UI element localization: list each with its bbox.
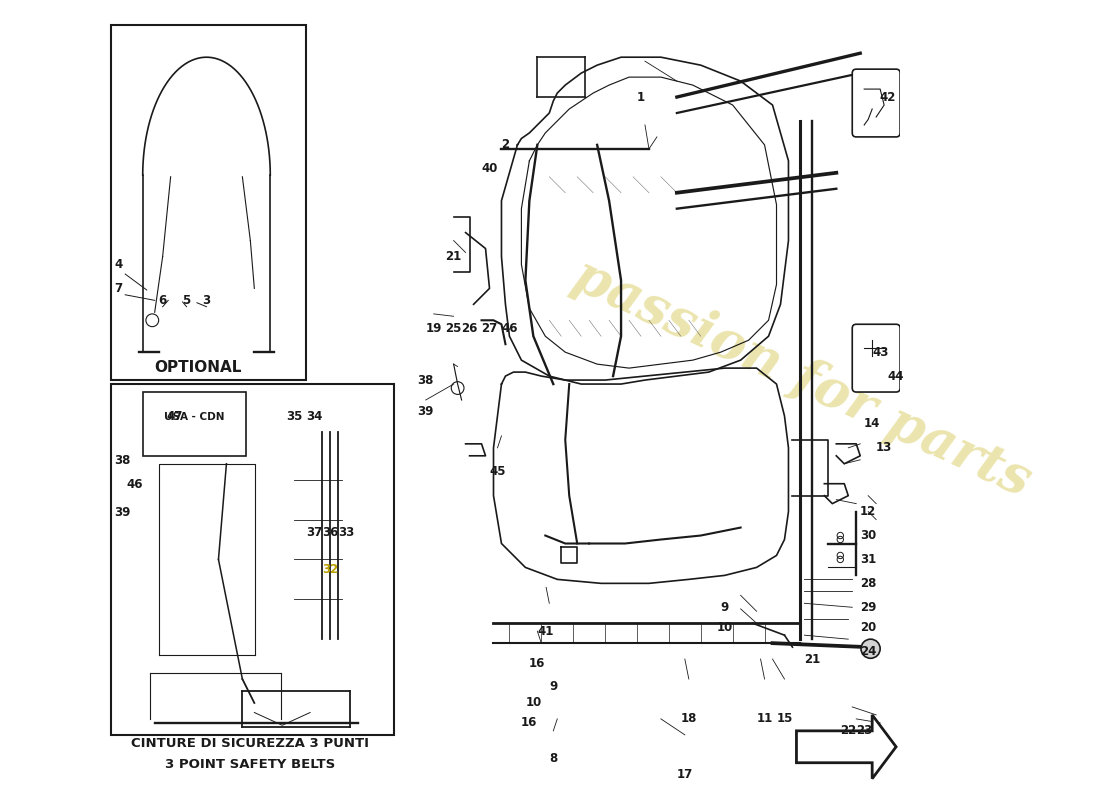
Text: 22: 22 bbox=[840, 724, 857, 738]
Text: 6: 6 bbox=[158, 294, 167, 307]
Text: 34: 34 bbox=[306, 410, 322, 423]
Text: 38: 38 bbox=[418, 374, 433, 386]
Text: 35: 35 bbox=[286, 410, 302, 423]
Text: 30: 30 bbox=[860, 529, 877, 542]
FancyBboxPatch shape bbox=[143, 392, 246, 456]
Text: 8: 8 bbox=[549, 752, 558, 766]
Text: 17: 17 bbox=[676, 768, 693, 781]
Text: 4: 4 bbox=[114, 258, 123, 271]
Text: 13: 13 bbox=[876, 442, 892, 454]
Text: 29: 29 bbox=[860, 601, 877, 614]
Text: 20: 20 bbox=[860, 621, 877, 634]
FancyBboxPatch shape bbox=[852, 324, 900, 392]
Text: USA - CDN: USA - CDN bbox=[164, 412, 224, 422]
Text: 37: 37 bbox=[306, 526, 322, 538]
Text: 38: 38 bbox=[114, 454, 131, 466]
Text: 32: 32 bbox=[322, 563, 338, 576]
Text: 9: 9 bbox=[720, 601, 729, 614]
Text: 28: 28 bbox=[860, 577, 877, 590]
Text: passion for parts: passion for parts bbox=[565, 250, 1040, 506]
Text: 39: 39 bbox=[418, 406, 433, 418]
Text: 5: 5 bbox=[183, 294, 190, 307]
FancyBboxPatch shape bbox=[111, 384, 394, 735]
Text: OPTIONAL: OPTIONAL bbox=[155, 360, 242, 375]
Text: 24: 24 bbox=[860, 645, 877, 658]
Text: 46: 46 bbox=[502, 322, 518, 334]
Text: 14: 14 bbox=[864, 418, 880, 430]
Text: 33: 33 bbox=[338, 526, 354, 538]
Circle shape bbox=[861, 639, 880, 658]
Text: 46: 46 bbox=[126, 478, 143, 490]
FancyBboxPatch shape bbox=[111, 26, 306, 380]
Text: 26: 26 bbox=[461, 322, 477, 334]
Text: 10: 10 bbox=[716, 621, 733, 634]
Text: 45: 45 bbox=[490, 466, 506, 478]
Text: 39: 39 bbox=[114, 506, 131, 518]
Text: 19: 19 bbox=[426, 322, 442, 334]
Text: 16: 16 bbox=[529, 657, 546, 670]
Text: 2: 2 bbox=[502, 138, 509, 151]
Text: 12: 12 bbox=[860, 505, 877, 518]
Text: 7: 7 bbox=[114, 282, 123, 295]
Text: 44: 44 bbox=[888, 370, 904, 382]
Text: 3 POINT SAFETY BELTS: 3 POINT SAFETY BELTS bbox=[165, 758, 336, 771]
Text: 47: 47 bbox=[166, 410, 183, 423]
Text: 40: 40 bbox=[482, 162, 497, 175]
Text: 23: 23 bbox=[856, 724, 872, 738]
FancyBboxPatch shape bbox=[852, 69, 900, 137]
Text: 10: 10 bbox=[525, 697, 541, 710]
Text: 43: 43 bbox=[872, 346, 889, 358]
Text: 16: 16 bbox=[521, 716, 538, 730]
Polygon shape bbox=[796, 715, 896, 778]
Text: 21: 21 bbox=[446, 250, 462, 263]
Text: 31: 31 bbox=[860, 553, 877, 566]
Text: 1: 1 bbox=[637, 90, 645, 103]
Text: 25: 25 bbox=[446, 322, 462, 334]
Text: 41: 41 bbox=[537, 625, 553, 638]
Text: 15: 15 bbox=[777, 712, 793, 726]
Text: 9: 9 bbox=[549, 681, 558, 694]
Text: CINTURE DI SICUREZZA 3 PUNTI: CINTURE DI SICUREZZA 3 PUNTI bbox=[131, 737, 370, 750]
Text: 27: 27 bbox=[482, 322, 497, 334]
Text: 21: 21 bbox=[804, 653, 821, 666]
Text: 11: 11 bbox=[757, 712, 772, 726]
Text: 3: 3 bbox=[202, 294, 210, 307]
Text: 36: 36 bbox=[322, 526, 339, 538]
Text: 42: 42 bbox=[880, 90, 896, 103]
Text: 18: 18 bbox=[681, 712, 697, 726]
